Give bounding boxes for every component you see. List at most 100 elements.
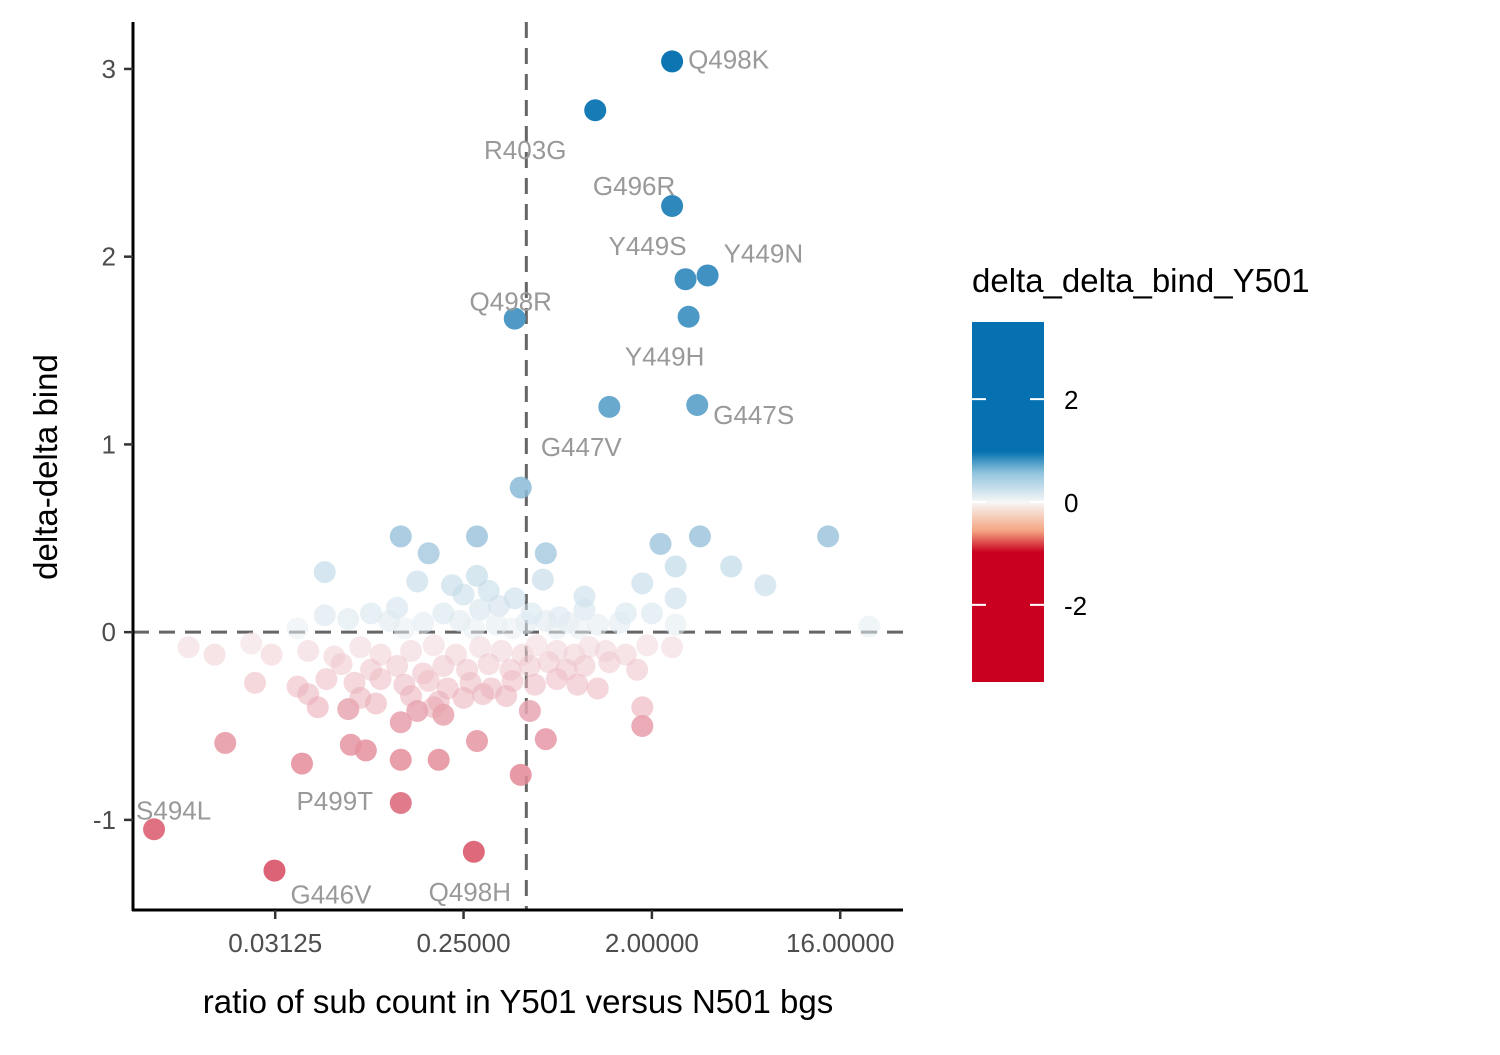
data-point (573, 598, 596, 621)
data-point-y449n (696, 264, 719, 287)
data-point (297, 639, 320, 662)
y-tick-label: 1 (102, 429, 116, 459)
data-point-s494l (143, 818, 166, 841)
data-point (432, 703, 455, 726)
legend-tick-label: 2 (1064, 385, 1078, 415)
data-point-q498h (462, 840, 485, 863)
data-point (640, 602, 663, 625)
data-point (306, 696, 329, 719)
y-tick-label: -1 (93, 805, 116, 835)
point-label-r403g: R403G (484, 135, 566, 165)
y-axis-title: delta-delta bind (27, 354, 64, 580)
x-tick-label: 0.25000 (417, 928, 511, 958)
data-point (432, 654, 455, 677)
data-point (389, 711, 412, 734)
data-point (244, 671, 267, 694)
data-point (389, 525, 412, 548)
data-point (452, 583, 475, 606)
data-point (545, 668, 568, 691)
data-point (817, 525, 840, 548)
data-point (598, 651, 621, 674)
data-point-r403g (584, 99, 607, 122)
data-point (417, 669, 440, 692)
data-point (573, 654, 596, 677)
data-point-y449s (674, 268, 697, 291)
data-point (631, 715, 654, 738)
data-point (240, 632, 263, 655)
data-point (501, 617, 524, 640)
data-point (858, 615, 881, 638)
data-point (313, 561, 336, 584)
data-point (337, 698, 360, 721)
data-point (631, 696, 654, 719)
legend-tick-label: 0 (1064, 488, 1078, 518)
data-point (495, 684, 518, 707)
data-point (664, 613, 687, 636)
data-point-g496r (661, 194, 684, 217)
data-point (337, 608, 360, 631)
data-point-g447s (686, 393, 709, 416)
data-point (214, 731, 237, 754)
data-point-y449h (677, 305, 700, 328)
data-point (509, 476, 532, 499)
point-label-p499t: P499T (296, 786, 373, 816)
data-point (509, 763, 532, 786)
data-point (545, 617, 568, 640)
data-point (290, 752, 313, 775)
data-point (608, 611, 631, 634)
data-point (432, 602, 455, 625)
point-label-q498r: Q498R (470, 287, 552, 317)
data-point (566, 673, 589, 696)
data-point (688, 525, 711, 548)
data-point (664, 587, 687, 610)
data-point (523, 673, 546, 696)
point-label-y449s: Y449S (608, 231, 686, 261)
legend-tick-label: -2 (1064, 591, 1087, 621)
x-tick-label: 16.00000 (786, 928, 894, 958)
data-point (661, 636, 684, 659)
data-point (472, 683, 495, 706)
data-point (422, 634, 445, 657)
point-label-q498k: Q498K (688, 44, 770, 74)
x-axis-title: ratio of sub count in Y501 versus N501 b… (203, 983, 833, 1020)
data-point (469, 598, 492, 621)
y-tick-label: 2 (102, 242, 116, 272)
data-point (568, 617, 591, 640)
data-point (477, 653, 500, 676)
data-point (286, 617, 309, 640)
data-point (636, 634, 659, 657)
data-point (406, 699, 429, 722)
data-point (354, 739, 377, 762)
data-point (330, 653, 353, 676)
data-point (631, 572, 654, 595)
data-point (720, 555, 743, 578)
color-legend: delta_delta_bind_Y501 2 0 -2 (972, 262, 1310, 682)
data-point (452, 686, 475, 709)
data-point (389, 748, 412, 771)
data-point (534, 728, 557, 751)
data-point (586, 613, 609, 636)
data-point (260, 643, 283, 666)
data-point (465, 525, 488, 548)
data-point (427, 748, 450, 771)
data-point (488, 594, 511, 617)
data-point (649, 532, 672, 555)
data-point (315, 668, 338, 691)
y-tick-label: 0 (102, 617, 116, 647)
data-point (177, 636, 200, 659)
data-point (203, 643, 226, 666)
data-point-q498r (503, 307, 526, 330)
data-point (469, 636, 492, 659)
data-point-q498k (661, 50, 684, 73)
data-point (364, 692, 387, 715)
point-label-g447v: G447V (541, 432, 623, 462)
data-point (537, 651, 560, 674)
x-tick-label: 0.03125 (228, 928, 322, 958)
data-point (386, 654, 409, 677)
data-point (518, 654, 541, 677)
data-point-g446v (263, 859, 286, 882)
data-point (393, 617, 416, 640)
point-label-g446v: G446V (290, 880, 372, 910)
